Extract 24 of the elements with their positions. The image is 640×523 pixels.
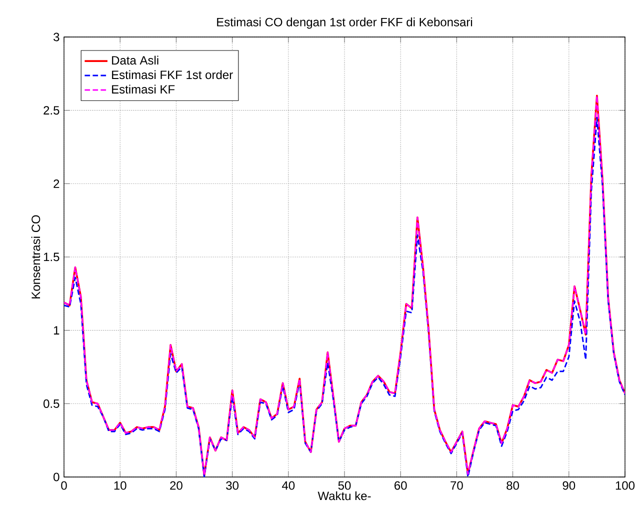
x-tick-label: 0 [61,481,67,490]
y-axis-title: Konsentrasi CO [31,215,40,298]
y-tick-label: 1.5 [44,252,60,262]
x-tick-label: 20 [170,481,182,490]
x-axis-title: Waktu ke- [318,491,371,500]
x-tick-label: 80 [506,481,520,490]
legend-label: Estimasi KF [112,84,175,94]
x-tick-label: 10 [114,481,126,490]
x-tick-label: 100 [616,481,635,490]
x-tick-label: 60 [394,481,407,490]
chart-title: Estimasi CO dengan 1st order FKF di Kebonsari [217,18,472,29]
x-tick-label: 50 [338,481,351,490]
x-tick-label: 30 [226,481,239,490]
legend-label: Estimasi FKF 1st order [112,70,233,80]
y-tick-label: 0 [54,472,60,482]
legend-label: Data Asli [112,56,158,65]
x-tick-label: 40 [282,481,295,490]
y-tick-label: 2.5 [44,106,60,115]
y-tick-label: 3 [54,32,60,42]
x-tick-label: 70 [450,481,463,490]
x-tick-label: 90 [562,481,576,490]
y-tick-label: 0.5 [44,399,60,408]
y-tick-label: 2 [54,179,60,188]
y-tick-label: 1 [54,326,60,334]
